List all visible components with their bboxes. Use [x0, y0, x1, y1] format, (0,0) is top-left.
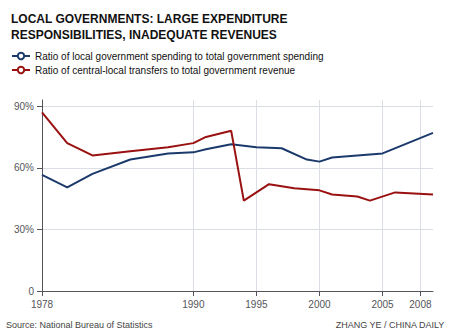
svg-text:RESPONSIBILITIES, INADEQUATE R: RESPONSIBILITIES, INADEQUATE REVENUES — [11, 28, 277, 42]
svg-text:1990: 1990 — [182, 299, 205, 310]
svg-text:2000: 2000 — [308, 299, 331, 310]
svg-text:0: 0 — [28, 286, 34, 297]
svg-text:Ratio of central-local transfe: Ratio of central-local transfers to tota… — [35, 65, 296, 76]
svg-text:90%: 90% — [14, 101, 34, 112]
svg-text:2008: 2008 — [409, 299, 432, 310]
svg-text:LOCAL GOVERNMENTS: LARGE EXPEN: LOCAL GOVERNMENTS: LARGE EXPENDITURE — [11, 12, 287, 26]
svg-text:30%: 30% — [14, 224, 34, 235]
svg-text:Source: National Bureau of Sta: Source: National Bureau of Statistics — [6, 320, 153, 330]
svg-text:1978: 1978 — [31, 299, 54, 310]
svg-text:2005: 2005 — [371, 299, 394, 310]
svg-text:60%: 60% — [14, 162, 34, 173]
svg-text:1995: 1995 — [245, 299, 268, 310]
svg-text:ZHANG YE / CHINA DAILY: ZHANG YE / CHINA DAILY — [336, 320, 445, 330]
svg-text:Ratio of local government spen: Ratio of local government spending to to… — [35, 51, 324, 62]
